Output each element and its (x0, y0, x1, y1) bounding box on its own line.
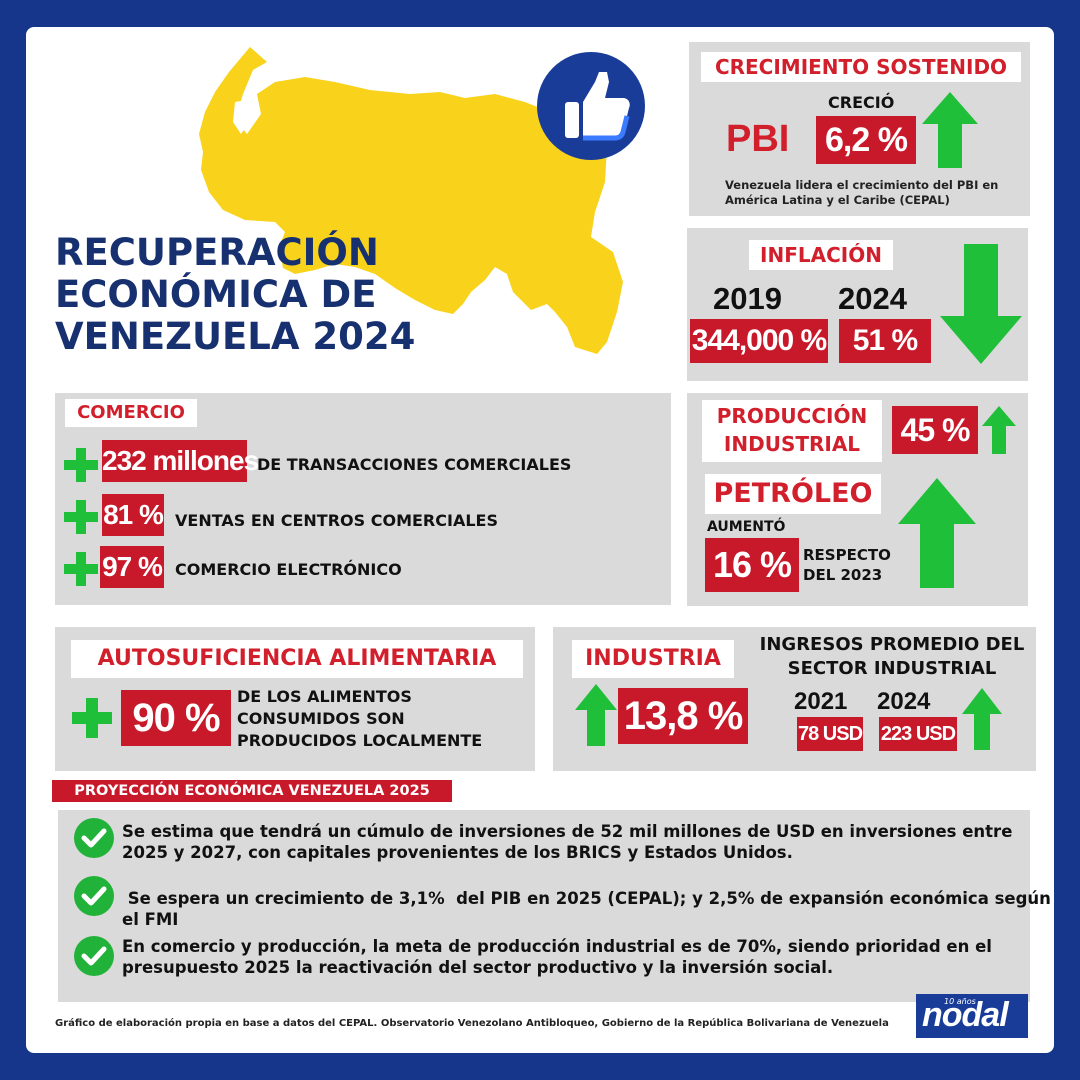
plus-icon (64, 552, 98, 586)
nodal-logo: 10 años nodal (916, 994, 1028, 1038)
source-note: Gráfico de elaboración propia en base a … (55, 1018, 889, 1029)
petroleo-respecto: RESPECTO DEL 2023 (803, 545, 891, 585)
petroleo-heading: PETRÓLEO (705, 474, 881, 514)
proyeccion-item-1-line-1: Se estima que tendrá un cúmulo de invers… (122, 822, 1013, 841)
industria-ingresos-title: INGRESOS PROMEDIO DEL SECTOR INDUSTRIAL (752, 633, 1032, 681)
inflacion-year-2019: 2019 (713, 281, 782, 316)
proyeccion-item-1-line-2: 2025 y 2027, con capitales provenientes … (122, 843, 793, 862)
comercio-value-1: 232 millones (102, 440, 259, 482)
plus-icon (72, 698, 112, 738)
proyeccion-item-3-line-1: En comercio y producción, la meta de pro… (122, 937, 992, 956)
proyeccion-heading: PROYECCIÓN ECONÓMICA VENEZUELA 2025 (52, 780, 452, 802)
inflacion-value-2019: 344,000 % (690, 319, 828, 363)
proyeccion-item-3: En comercio y producción, la meta de pro… (122, 936, 992, 978)
arrow-up-icon (575, 684, 617, 746)
check-icon (74, 876, 114, 916)
thumbs-up-badge (537, 52, 645, 160)
crecimiento-note-line-1: Venezuela lidera el crecimiento del PBI … (725, 178, 999, 192)
produccion-value: 45 % (892, 406, 978, 454)
page-title: RECUPERACIÓN ECONÓMICA DE VENEZUELA 2024 (55, 232, 415, 358)
check-icon (74, 936, 114, 976)
title-line-2: ECONÓMICA DE (55, 273, 377, 316)
proyeccion-item-1: Se estima que tendrá un cúmulo de invers… (122, 821, 1012, 863)
nodal-logo-small: 10 años (944, 997, 976, 1006)
crecimiento-heading: CRECIMIENTO SOSTENIDO (701, 52, 1021, 82)
arrow-down-icon (940, 244, 1022, 364)
inflacion-heading: INFLACIÓN (749, 240, 893, 270)
arrow-up-icon (982, 406, 1016, 454)
comercio-heading: COMERCIO (65, 399, 197, 427)
comercio-label-3: COMERCIO ELECTRÓNICO (175, 560, 402, 579)
proyeccion-item-2-line-2: el FMI (122, 910, 179, 929)
proyeccion-item-3-line-2: presupuesto 2025 la reactivación del sec… (122, 958, 834, 977)
industria-value: 13,8 % (618, 688, 748, 744)
alimentaria-text: DE LOS ALIMENTOS CONSUMIDOS SON PRODUCID… (237, 686, 482, 752)
title-line-3: VENEZUELA 2024 (55, 315, 416, 358)
alimentaria-text-line-2: CONSUMIDOS SON (237, 709, 405, 728)
petroleo-value: 16 % (705, 538, 799, 592)
pbi-value: 6,2 % (816, 116, 916, 164)
venezuela-map-icon (199, 47, 623, 354)
pbi-label: PBI (726, 118, 790, 160)
produccion-heading-line-2: INDUSTRIAL (723, 432, 861, 456)
alimentaria-text-line-1: DE LOS ALIMENTOS (237, 687, 412, 706)
industria-ingresos-line-1: INGRESOS PROMEDIO DEL (759, 634, 1025, 655)
petroleo-respecto-line-2: DEL 2023 (803, 566, 883, 584)
inflacion-year-2024: 2024 (838, 281, 907, 316)
proyeccion-item-2: Se espera un crecimiento de 3,1% del PIB… (122, 888, 1051, 930)
proyeccion-item-2-line-1: Se espera un crecimiento de 3,1% del PIB… (122, 889, 1051, 908)
comercio-label-2: VENTAS EN CENTROS COMERCIALES (175, 511, 498, 530)
industria-year-2024: 2024 (877, 688, 931, 715)
produccion-heading: PRODUCCIÓN INDUSTRIAL (702, 400, 882, 462)
arrow-up-icon (962, 688, 1002, 750)
petroleo-respecto-line-1: RESPECTO (803, 546, 891, 564)
produccion-heading-line-1: PRODUCCIÓN (716, 404, 868, 428)
thumbs-up-icon (565, 72, 630, 141)
industria-heading: INDUSTRIA (572, 640, 734, 678)
comercio-label-1: DE TRANSACCIONES COMERCIALES (257, 455, 572, 474)
industria-value-2024: 223 USD (879, 717, 957, 751)
plus-icon (64, 500, 98, 534)
comercio-value-2: 81 % (102, 494, 164, 536)
crecimiento-note-line-2: América Latina y el Caribe (CEPAL) (725, 193, 950, 207)
title-line-1: RECUPERACIÓN (55, 231, 379, 274)
plus-icon (64, 448, 98, 482)
crecimiento-crecio-label: CRECIÓ (828, 93, 895, 112)
crecimiento-note: Venezuela lidera el crecimiento del PBI … (725, 178, 998, 208)
comercio-value-3: 97 % (100, 546, 164, 588)
industria-year-2021: 2021 (794, 688, 848, 715)
alimentaria-heading: AUTOSUFICIENCIA ALIMENTARIA (71, 640, 523, 678)
industria-ingresos-line-2: SECTOR INDUSTRIAL (787, 658, 997, 679)
arrow-up-icon (898, 478, 976, 588)
proyeccion-panel (58, 810, 1030, 1002)
petroleo-aumento-label: AUMENTÓ (707, 519, 786, 535)
check-icon (74, 818, 114, 858)
inflacion-value-2024: 51 % (839, 319, 931, 363)
arrow-up-icon (922, 92, 978, 168)
alimentaria-value: 90 % (121, 690, 231, 746)
industria-value-2021: 78 USD (797, 717, 863, 751)
alimentaria-text-line-3: PRODUCIDOS LOCALMENTE (237, 731, 483, 750)
nodal-logo-text: nodal (922, 996, 1009, 1034)
